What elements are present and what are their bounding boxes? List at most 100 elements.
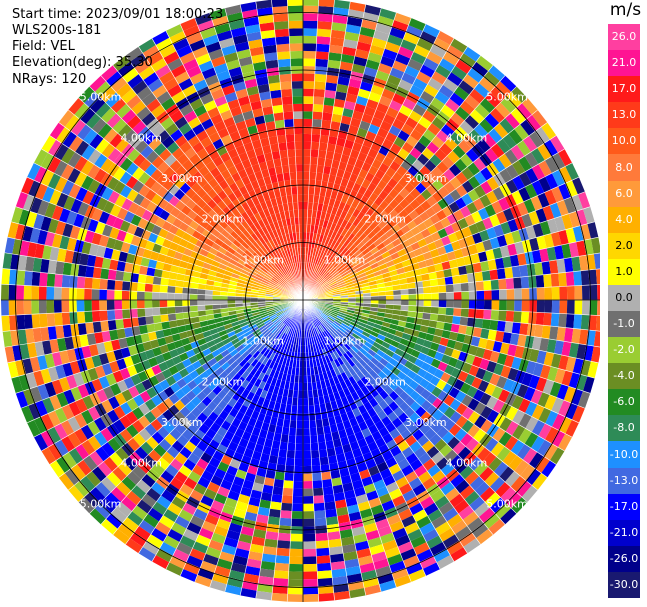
- velocity-gate: [337, 514, 351, 524]
- velocity-gate: [338, 346, 346, 355]
- range-ring-label: 3.00km: [405, 172, 447, 185]
- velocity-gate: [240, 269, 250, 276]
- velocity-gate: [376, 333, 386, 342]
- velocity-gate: [329, 267, 337, 275]
- velocity-gate: [128, 201, 140, 215]
- velocity-gate: [249, 243, 258, 252]
- velocity-gate: [445, 284, 454, 293]
- velocity-gate: [49, 189, 62, 206]
- velocity-gate: [367, 52, 383, 64]
- velocity-gate: [131, 505, 148, 520]
- velocity-gate: [334, 318, 343, 325]
- velocity-gate: [504, 113, 521, 129]
- velocity-gate: [589, 300, 598, 316]
- velocity-gate: [399, 283, 409, 290]
- velocity-gate: [299, 352, 303, 361]
- velocity-gate: [272, 276, 280, 283]
- velocity-gate: [571, 177, 585, 195]
- velocity-gate: [551, 152, 566, 170]
- velocity-gate: [446, 251, 457, 261]
- velocity-gate: [340, 115, 352, 125]
- velocity-gate: [460, 153, 474, 167]
- velocity-gate: [272, 353, 279, 363]
- velocity-gate: [321, 311, 330, 317]
- velocity-gate: [306, 375, 312, 383]
- velocity-gate: [327, 229, 334, 238]
- velocity-gate: [378, 291, 386, 297]
- velocity-gate: [293, 126, 303, 135]
- velocity-gate: [38, 286, 47, 300]
- velocity-gate: [222, 384, 232, 394]
- velocity-gate: [327, 336, 335, 345]
- velocity-gate: [194, 574, 213, 588]
- velocity-gate: [545, 173, 559, 190]
- velocity-gate: [183, 562, 201, 575]
- velocity-gate: [129, 308, 138, 319]
- velocity-gate: [568, 241, 579, 258]
- velocity-gate: [147, 232, 159, 244]
- velocity-gate: [406, 316, 415, 324]
- velocity-gate: [164, 255, 174, 265]
- velocity-gate: [245, 364, 255, 374]
- velocity-gate: [255, 203, 264, 213]
- velocity-gate: [343, 318, 352, 324]
- velocity-gate: [381, 341, 391, 350]
- velocity-gate: [226, 577, 244, 589]
- velocity-gate: [208, 131, 221, 144]
- velocity-gate: [484, 204, 497, 218]
- velocity-gate: [291, 224, 296, 233]
- range-ring-label: 4.00km: [446, 131, 488, 144]
- velocity-gate: [292, 488, 303, 497]
- velocity-gate: [197, 310, 207, 317]
- velocity-gate: [461, 419, 475, 434]
- velocity-gate: [344, 261, 352, 269]
- velocity-gate: [226, 357, 236, 366]
- velocity-gate: [537, 192, 550, 209]
- velocity-gate: [258, 429, 268, 439]
- velocity-gate: [492, 427, 506, 443]
- velocity-gate: [205, 309, 214, 316]
- velocity-gate: [274, 562, 290, 572]
- velocity-gate: [462, 74, 479, 89]
- velocity-gate: [332, 375, 340, 385]
- velocity-gate: [309, 321, 314, 329]
- velocity-gate: [491, 200, 504, 215]
- velocity-gate: [254, 230, 262, 239]
- velocity-gate: [371, 158, 383, 170]
- velocity-gate: [428, 320, 438, 329]
- velocity-gate: [220, 258, 230, 267]
- velocity-gate: [432, 255, 442, 265]
- velocity-gate: [219, 300, 228, 305]
- velocity-gate: [516, 383, 529, 399]
- velocity-gate: [467, 517, 484, 533]
- velocity-gate: [237, 195, 247, 206]
- velocity-gate: [121, 389, 133, 402]
- velocity-gate: [106, 289, 115, 300]
- velocity-gate: [145, 436, 159, 450]
- velocity-gate: [350, 199, 360, 209]
- velocity-gate: [313, 283, 320, 290]
- velocity-gate: [191, 385, 203, 396]
- velocity-gate: [265, 358, 273, 368]
- velocity-gate: [313, 310, 320, 317]
- velocity-gate: [107, 395, 120, 410]
- velocity-gate: [431, 470, 446, 484]
- velocity-gate: [34, 166, 48, 184]
- velocity-gate: [464, 470, 480, 486]
- velocity-gate: [250, 385, 259, 395]
- velocity-gate: [223, 158, 235, 170]
- velocity-gate: [49, 460, 65, 478]
- velocity-gate: [269, 257, 277, 265]
- velocity-gate: [295, 428, 303, 436]
- velocity-gate: [253, 316, 262, 322]
- velocity-gate: [255, 76, 269, 86]
- velocity-gate: [461, 362, 473, 374]
- velocity-gate: [158, 438, 172, 452]
- velocity-gate: [299, 224, 303, 233]
- velocity-gate: [159, 541, 177, 556]
- velocity-gate: [220, 349, 230, 358]
- velocity-gate: [131, 166, 145, 181]
- velocity-gate: [392, 118, 405, 130]
- velocity-gate: [176, 542, 193, 556]
- velocity-gate: [244, 342, 253, 351]
